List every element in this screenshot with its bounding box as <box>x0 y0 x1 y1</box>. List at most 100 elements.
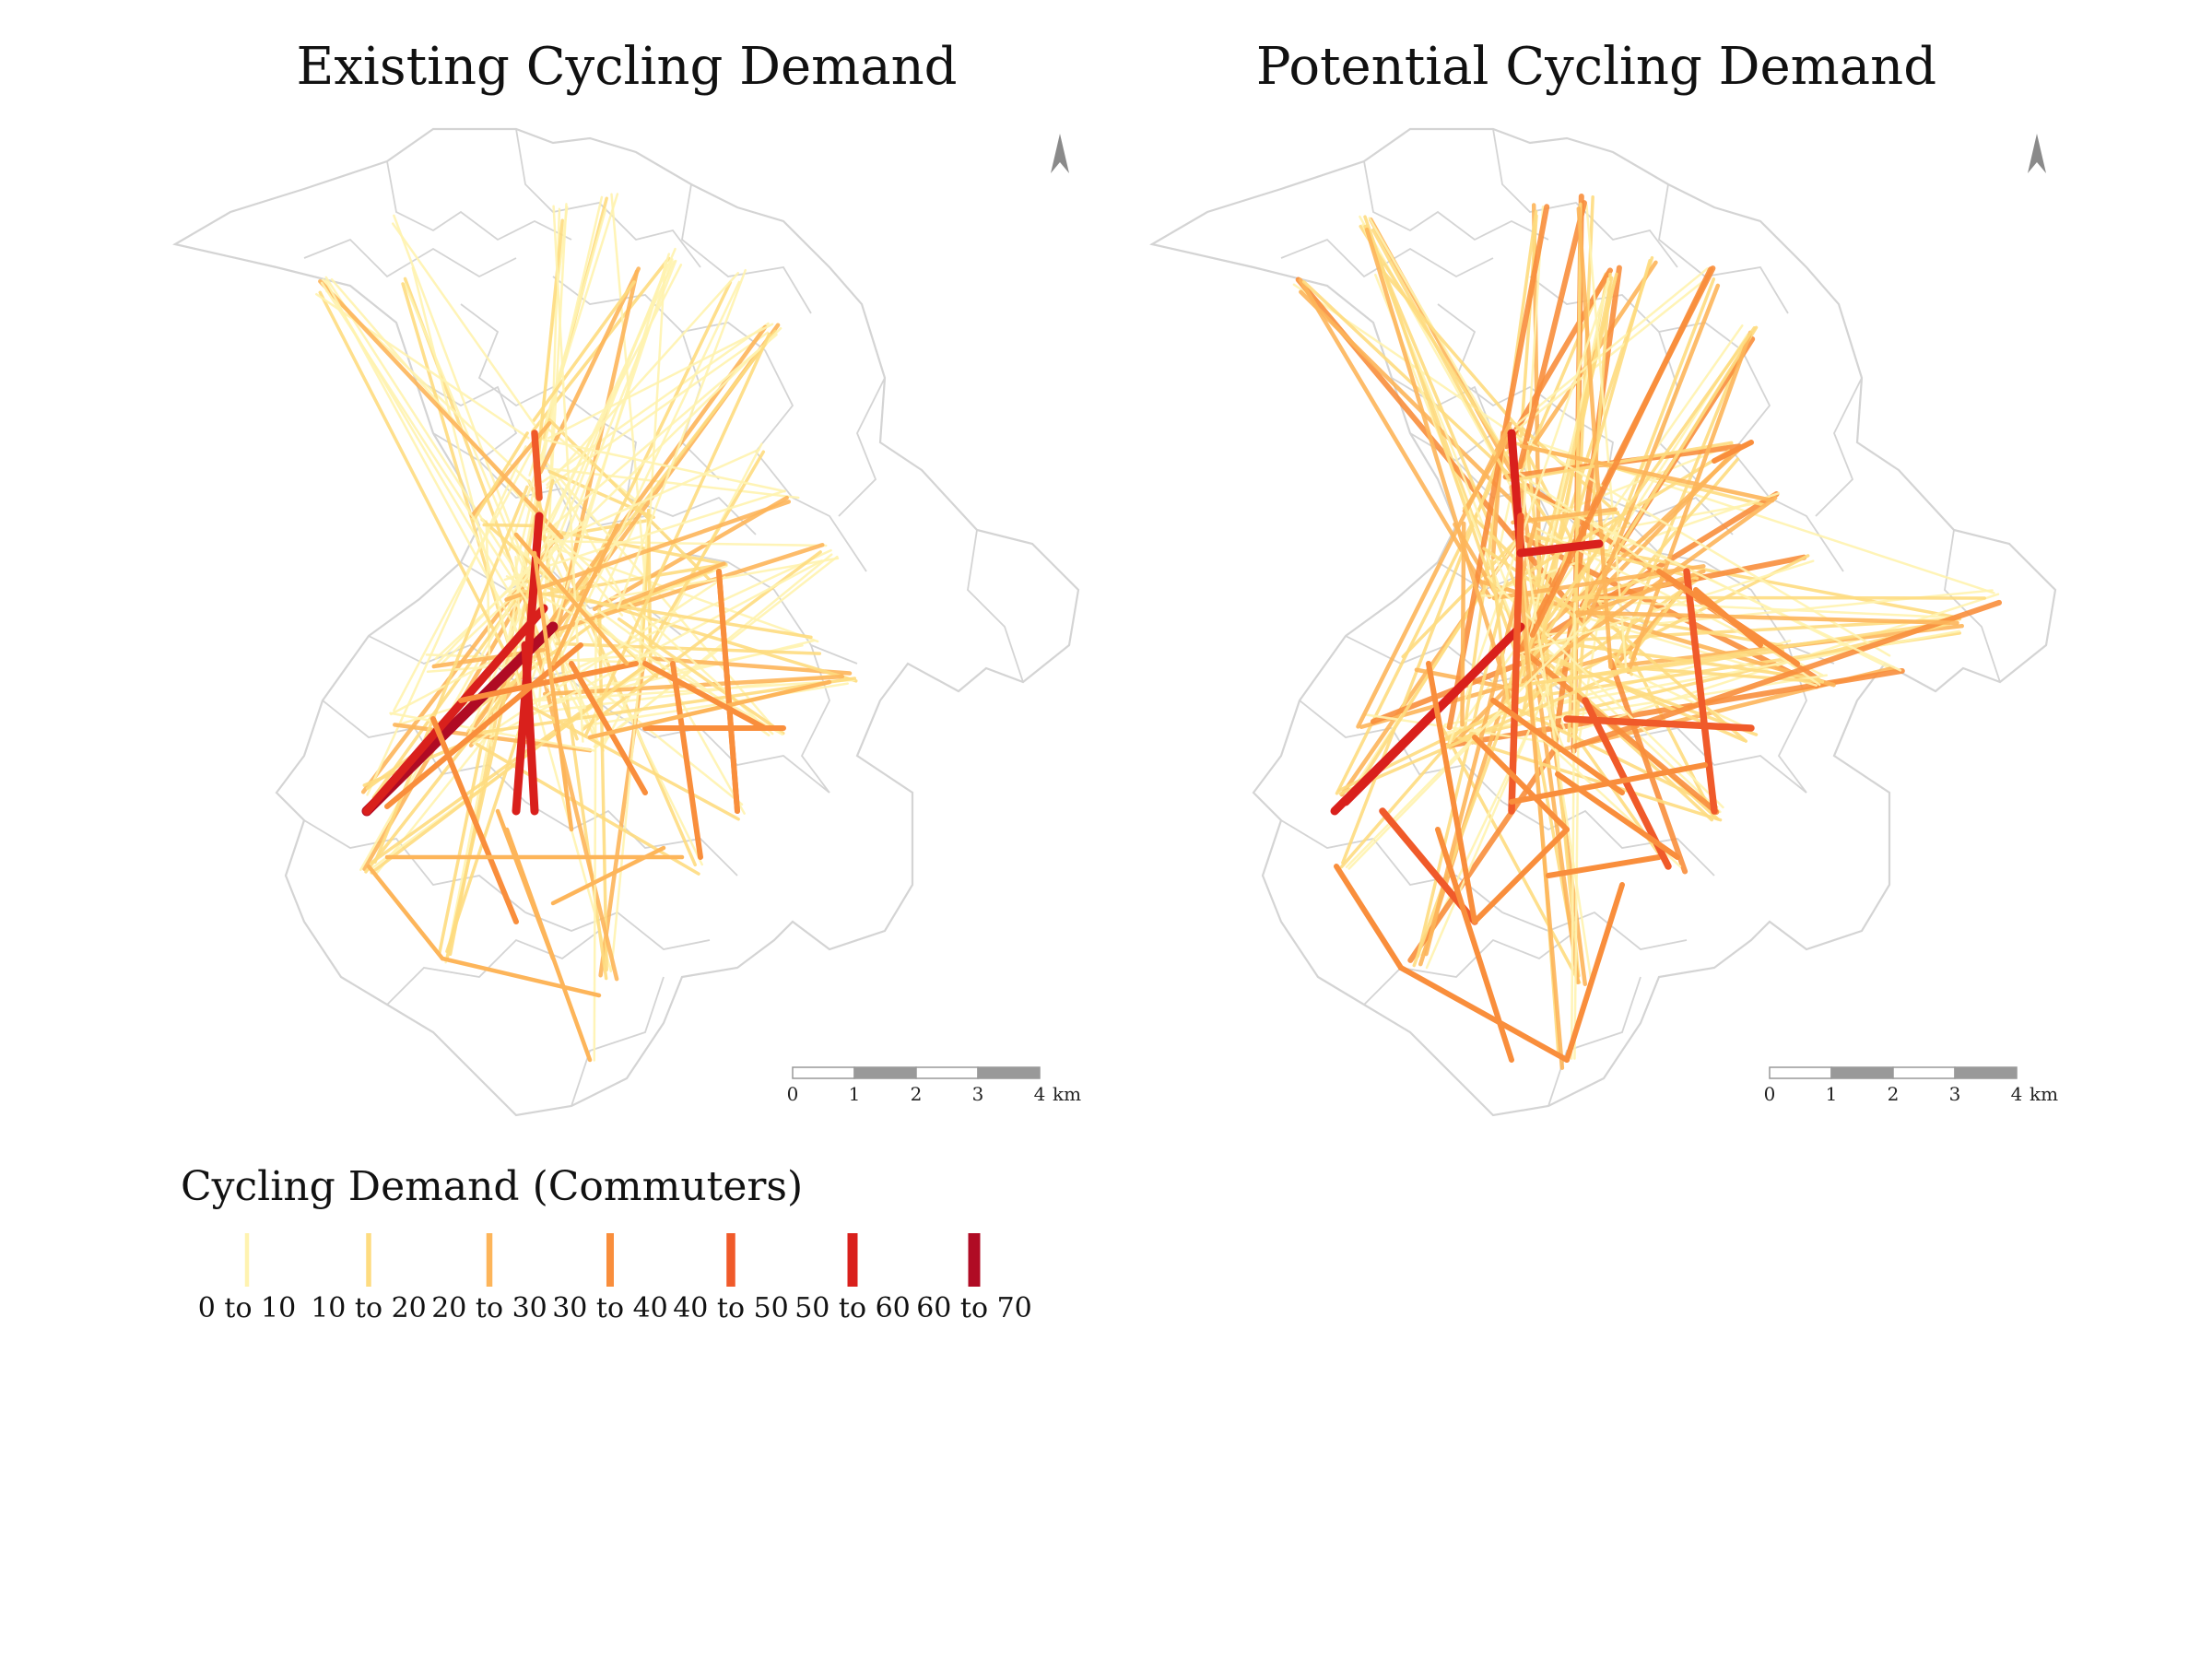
demand-line-major <box>1341 631 1516 806</box>
demand-line <box>1503 648 1785 689</box>
demand-line-major <box>1712 440 1754 464</box>
demand-line <box>1585 204 1628 673</box>
scale-tick-label: 3 <box>1949 1083 1961 1105</box>
zone-boundary <box>1944 529 2001 683</box>
demand-line <box>1587 605 1748 743</box>
demand-line <box>1512 474 1593 982</box>
demand-line <box>547 469 655 520</box>
demand-line <box>504 500 792 602</box>
zone-boundary <box>838 377 886 517</box>
demand-line <box>555 641 822 655</box>
zone-boundary <box>754 349 867 572</box>
demand-line-major <box>587 679 832 740</box>
demand-line <box>1380 267 1527 438</box>
demand-line <box>437 747 483 956</box>
demand-line <box>1572 202 1583 748</box>
zone-boundary <box>515 128 701 268</box>
demand-line <box>1446 204 1550 731</box>
legend-label-3: 20 to 30 <box>431 1292 547 1324</box>
demand-line <box>425 653 645 665</box>
study-area-boundary <box>172 127 1080 1117</box>
demand-line <box>532 280 636 423</box>
zone-boundary <box>681 183 812 314</box>
zone-boundary <box>1363 930 1577 1006</box>
map-title-potential: Potential Cycling Demand <box>1255 37 1937 97</box>
demand-line <box>471 431 529 523</box>
legend-swatch-6 <box>847 1233 858 1287</box>
demand-line <box>542 438 786 493</box>
demand-line <box>1450 454 1732 747</box>
map-existing: 0 1 2 3 4 km <box>172 127 1081 1117</box>
demand-line <box>617 268 747 610</box>
demand-line <box>1496 449 1731 593</box>
scale-unit: km <box>1053 1083 1081 1105</box>
zone-boundary <box>1280 238 1494 278</box>
scale-tick-label: 4 <box>2011 1083 2023 1105</box>
demand-line <box>1519 214 1538 438</box>
scale-tick-label: 1 <box>849 1083 861 1105</box>
legend-swatch-2 <box>366 1233 371 1287</box>
demand-line <box>547 323 774 440</box>
zone-boundary <box>386 930 600 1006</box>
scale-bar-segment <box>1892 1066 1956 1079</box>
legend-swatch-1 <box>244 1233 250 1287</box>
demand-line <box>1425 595 1588 970</box>
demand-line <box>1364 227 1512 701</box>
demand-line <box>648 656 853 676</box>
zone-boundary <box>1621 515 1835 665</box>
demand-line <box>393 445 535 712</box>
demand-line-major <box>1472 827 1570 924</box>
legend-label-6: 50 to 60 <box>794 1292 911 1324</box>
demand-line <box>393 214 554 637</box>
demand-line <box>1522 445 1744 652</box>
demand-line <box>318 290 529 697</box>
demand-line <box>411 266 527 712</box>
demand-line-major <box>1334 864 1404 971</box>
demand-line <box>617 617 785 735</box>
demand-line <box>534 218 564 487</box>
demand-line <box>375 728 493 875</box>
scale-tick-label: 2 <box>911 1083 923 1105</box>
demand-line-major <box>513 532 629 666</box>
demand-line <box>373 485 529 864</box>
demand-line <box>1569 726 1670 869</box>
demand-line <box>1515 545 1565 1070</box>
zone-boundary <box>571 976 665 1107</box>
demand-line <box>359 522 558 872</box>
legend-label-4: 30 to 40 <box>552 1292 668 1324</box>
demand-line <box>1511 507 1618 525</box>
demand-line <box>1491 564 1706 601</box>
demand-line <box>1515 267 1709 426</box>
demand-line <box>559 280 741 657</box>
demand-line <box>1571 595 1986 600</box>
demand-line-major <box>1509 762 1708 805</box>
legend-label-1: 0 to 10 <box>197 1292 297 1324</box>
demand-line-major <box>362 604 548 816</box>
scale-tick-label: 3 <box>972 1083 984 1105</box>
demand-line <box>1514 645 1759 736</box>
demand-line <box>1574 569 1706 618</box>
demand-line-major <box>495 808 556 961</box>
demand-line <box>1441 727 1582 984</box>
map-title-existing: Existing Cycling Demand <box>296 37 958 97</box>
demand-line <box>1339 728 1463 869</box>
zone-boundary <box>607 709 830 794</box>
demand-line <box>392 222 536 427</box>
demand-line <box>1540 638 1821 681</box>
demand-line <box>1607 658 1688 875</box>
zone-boundary <box>1391 377 1495 462</box>
north-arrow-icon <box>1051 134 1069 173</box>
demand-line-major <box>1683 568 1718 815</box>
demand-line <box>552 448 760 543</box>
demand-line <box>538 266 641 475</box>
zone-boundary <box>1363 160 1549 241</box>
demand-line <box>1573 739 1580 1060</box>
zone-boundary <box>460 303 591 416</box>
demand-line <box>366 445 527 796</box>
demand-line-major <box>716 569 740 814</box>
demand-line-major <box>1398 965 1570 1063</box>
scale-tick-label: 1 <box>1826 1083 1838 1105</box>
demand-line <box>1519 443 1775 503</box>
demand-line-major <box>440 956 602 998</box>
demand-line <box>370 665 645 875</box>
